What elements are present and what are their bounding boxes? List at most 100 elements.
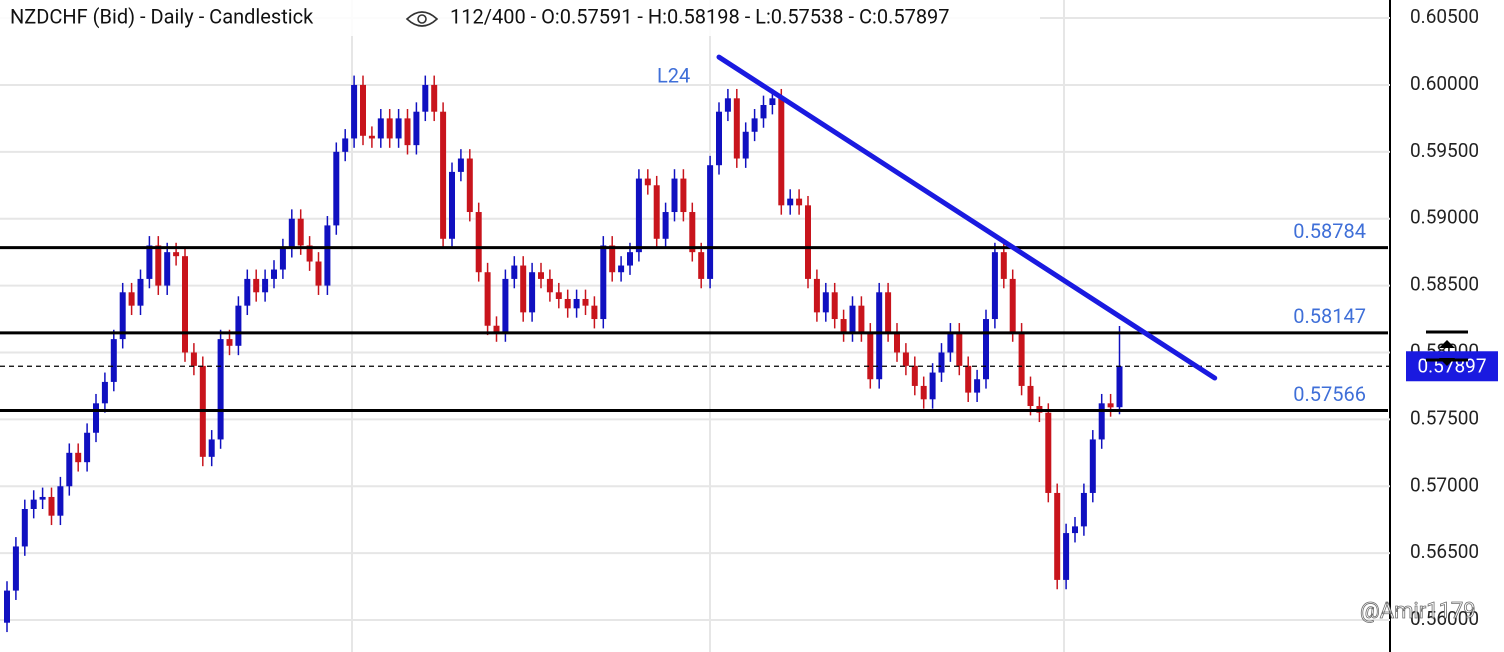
candle-body [733, 98, 740, 159]
candle-body [128, 292, 135, 306]
candle-body [306, 245, 313, 262]
candle-body [698, 252, 705, 279]
candle-body [974, 379, 981, 393]
candle-body [1072, 526, 1078, 534]
candle-body [93, 403, 99, 433]
candle-body [39, 496, 46, 500]
candle-body [582, 298, 589, 306]
candle-body [404, 118, 411, 146]
candle-body [635, 178, 642, 253]
candle-body [146, 245, 153, 279]
candle-body [449, 171, 455, 239]
candle-body [546, 278, 553, 293]
current-price-label: 0.57897 [1417, 354, 1486, 377]
candle-body [760, 105, 767, 119]
candle-body [235, 305, 242, 346]
candle-body [947, 332, 954, 353]
candle-body [707, 165, 714, 279]
current-price-box [1406, 351, 1498, 382]
candle-body [502, 278, 509, 333]
candle-body [778, 98, 785, 206]
y-tick-label: 0.58500 [1410, 273, 1479, 296]
candle-body [805, 205, 811, 279]
candle-body [208, 439, 215, 457]
candle-body [555, 292, 562, 299]
level-label: 0.57566 [1293, 382, 1366, 406]
candle-body [867, 332, 874, 380]
trendline [716, 54, 1218, 381]
candle-body [137, 278, 144, 306]
candle-body [876, 292, 883, 380]
candle-body [920, 385, 927, 400]
candle-body [600, 245, 607, 320]
candle-body [520, 265, 527, 313]
candle-body [627, 252, 633, 266]
candle-body [12, 546, 19, 591]
candle-body [538, 272, 544, 279]
candle-body [368, 135, 375, 139]
candle-body [413, 111, 420, 146]
candle-body [1063, 533, 1070, 580]
candle-body [1009, 278, 1016, 333]
candle-body [395, 118, 402, 139]
y-tick-label: 0.57500 [1410, 406, 1479, 429]
candle-body [173, 252, 180, 257]
level-label: 0.58147 [1293, 304, 1366, 328]
candle-body [253, 278, 260, 293]
candle-body [965, 365, 972, 393]
candle-body [724, 98, 731, 112]
candle-body [1054, 492, 1061, 580]
candle-body [288, 218, 295, 249]
candle-body [929, 372, 936, 400]
candle-body [21, 508, 28, 547]
handle-arrows [1439, 340, 1455, 366]
chart-title: NZDCHF (Bid) - Daily - Candlestick [10, 4, 314, 28]
y-tick-label: 0.60000 [1410, 72, 1479, 95]
candle-body [716, 111, 722, 166]
candle-body [902, 352, 909, 366]
candle-body [386, 118, 393, 139]
candle-body [279, 248, 286, 270]
candle-body [689, 212, 696, 253]
candle-body [1098, 403, 1105, 440]
candle-body [849, 305, 856, 333]
candle-body [618, 265, 625, 273]
eye-pupil [417, 14, 427, 24]
candle-body [1000, 252, 1007, 279]
candle-body [360, 84, 366, 136]
candle-body [66, 452, 73, 487]
y-tick-label: 0.56500 [1410, 540, 1479, 563]
candle-body [609, 245, 616, 273]
candle-body [466, 158, 473, 213]
candle-body [226, 339, 233, 346]
candle-body [30, 499, 37, 509]
candle-body [1080, 492, 1087, 527]
candle-body [742, 131, 749, 159]
candle-body [422, 84, 429, 112]
candle-body [840, 319, 847, 333]
header-bg [0, 0, 1040, 36]
candle-body [182, 256, 188, 353]
candle-body [110, 339, 117, 382]
y-tick-label: 0.56000 [1410, 607, 1479, 630]
candle-body [119, 292, 126, 340]
candle-body [573, 298, 580, 309]
candle-body [351, 84, 358, 139]
candle-body [796, 198, 803, 206]
candle-body [956, 332, 963, 366]
candle-body [484, 272, 491, 326]
candle-body [4, 590, 10, 623]
candle-body [644, 178, 651, 186]
y-tick-label: 0.57000 [1410, 473, 1479, 496]
candle-body [564, 298, 571, 309]
candle-body [662, 212, 669, 239]
candle-body [315, 261, 322, 286]
candle-body [822, 292, 829, 313]
candle-body [1107, 403, 1114, 408]
candle-body [813, 278, 820, 313]
candle-body [440, 111, 447, 239]
candle-body [271, 269, 277, 279]
candle-body [885, 292, 892, 333]
candle-body [894, 332, 900, 353]
